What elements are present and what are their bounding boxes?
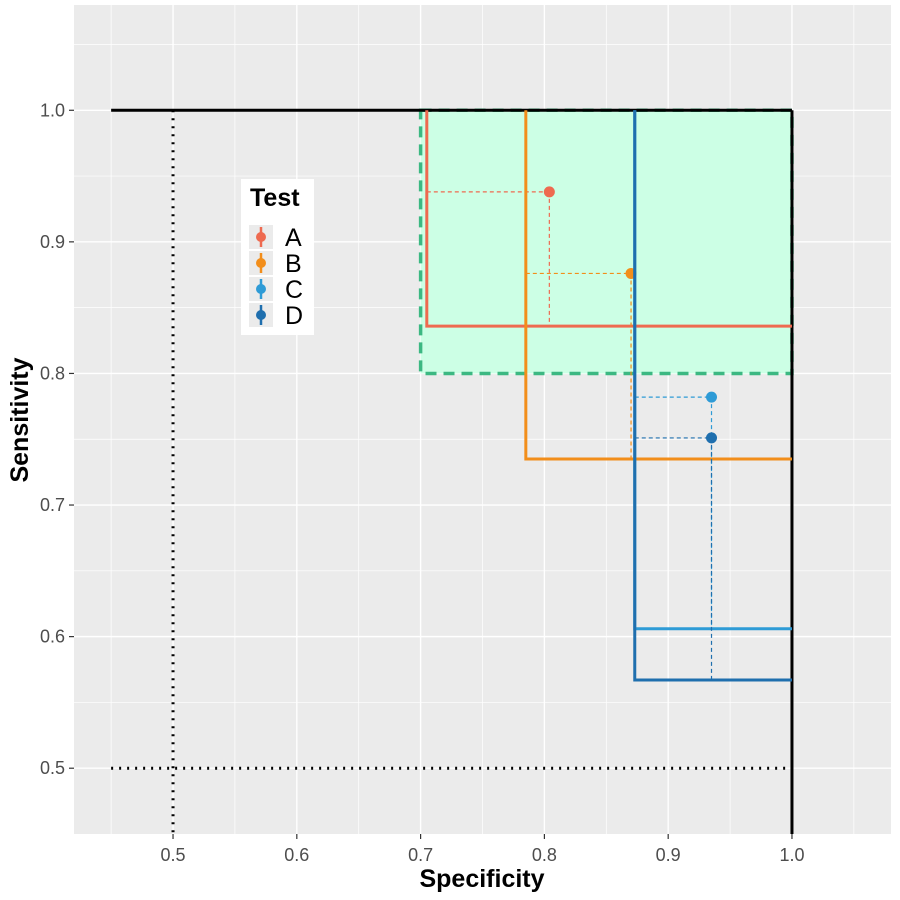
legend-label-B: B [285,250,302,278]
x-axis: 0.5 0.6 0.7 0.8 0.9 1.0 [161,834,804,865]
legend-label-A: A [285,224,302,252]
x-axis-title: Specificity [419,865,544,893]
ci-region-B [524,110,792,461]
reference-lines [111,110,786,834]
x-tick-label: 1.0 [779,845,804,865]
y-tick-label: 1.0 [40,100,65,120]
series-A [425,110,792,328]
y-tick-label: 0.7 [40,495,65,515]
boundary-lines [111,108,794,834]
legend-key-point [256,284,266,294]
y-tick-label: 0.8 [40,363,65,383]
ci-region-D [633,110,792,682]
point-C [706,391,718,403]
legend-key-point [256,258,266,268]
x-tick-label: 0.9 [656,845,681,865]
x-tick-label: 0.6 [284,845,309,865]
y-axis: 0.5 0.6 0.7 0.8 0.9 1.0 [40,100,74,778]
y-tick-label: 0.5 [40,758,65,778]
y-tick-label: 0.6 [40,627,65,647]
point-D [706,432,718,444]
x-tick-label: 0.7 [408,845,433,865]
series-group [425,110,792,682]
target-region-fill [420,110,792,374]
target-region [418,108,794,376]
legend-key-point [256,232,266,242]
legend-label-D: D [285,302,303,330]
legend-key-A: A [249,224,302,252]
legend-title: Test [250,184,300,212]
x-tick-label: 0.8 [532,845,557,865]
legend-label-C: C [285,276,303,304]
series-B [524,110,792,461]
point-A [543,186,555,198]
series-D [633,110,792,682]
ci-region-A [425,110,792,328]
y-tick-label: 0.9 [40,232,65,252]
y-axis-title: Sensitivity [6,357,34,482]
legend-key-B: B [249,250,302,278]
x-tick-label: 0.5 [161,845,186,865]
legend-key-point [256,310,266,320]
legend-key-C: C [249,276,303,304]
legend-key-D: D [249,302,303,330]
